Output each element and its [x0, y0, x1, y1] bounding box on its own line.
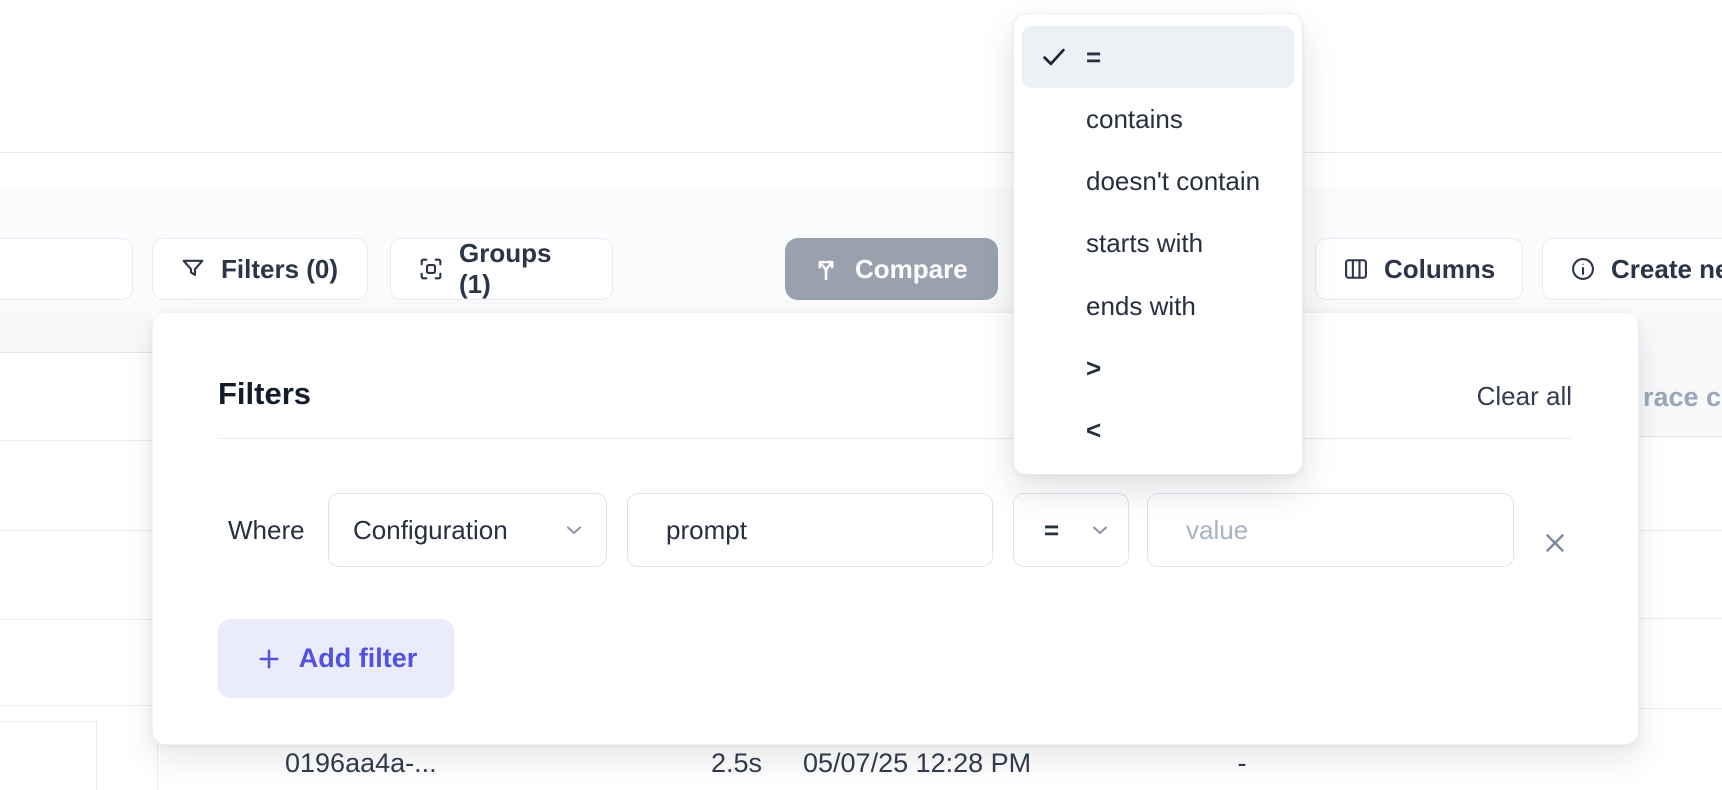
table-column-divider [96, 721, 97, 790]
add-filter-label: Add filter [298, 643, 418, 673]
columns-icon [1342, 255, 1370, 283]
table-header-fragment-right [1639, 312, 1722, 437]
menu-item-label: doesn't contain [1086, 166, 1261, 197]
info-icon [1569, 255, 1597, 283]
section-divider-top [0, 152, 1722, 153]
menu-item-greater-than[interactable]: > [1022, 337, 1294, 399]
table-row-divider [0, 440, 152, 441]
compare-icon [811, 254, 841, 284]
create-button-label: Create ne [1611, 253, 1722, 284]
menu-item-starts-with[interactable]: starts with [1022, 213, 1294, 275]
close-icon [1540, 528, 1570, 558]
table-row-divider [0, 705, 152, 706]
panel-divider [218, 438, 1572, 439]
table-header-fragment-left [0, 312, 152, 353]
menu-item-label: < [1086, 415, 1102, 446]
compare-button[interactable]: Compare [785, 238, 998, 300]
table-cell-latency: 2.5s [710, 748, 762, 778]
create-button[interactable]: Create ne [1542, 238, 1722, 300]
menu-item-label: starts with [1086, 228, 1204, 259]
table-cell-timestamp: 05/07/25 12:28 PM [803, 748, 1032, 778]
menu-item-ends-with[interactable]: ends with [1022, 275, 1294, 337]
filter-field-value: Configuration [353, 514, 508, 545]
table-row-divider [1639, 708, 1722, 709]
table-column-divider [157, 745, 158, 790]
filters-panel: Filters Clear all Where Configuration = [152, 312, 1639, 745]
remove-filter-button[interactable] [1537, 525, 1573, 561]
clipped-column-header: race c [1643, 382, 1722, 412]
filters-panel-title: Filters [218, 376, 312, 411]
filter-key-input[interactable] [627, 493, 993, 567]
menu-item-label: ends with [1086, 290, 1196, 321]
groups-icon [417, 255, 445, 283]
plus-icon [255, 645, 283, 673]
menu-item-equals[interactable]: = [1022, 26, 1294, 89]
clear-all-button[interactable]: Clear all [1476, 381, 1572, 411]
chevron-down-icon [562, 518, 586, 542]
compare-button-label: Compare [855, 253, 968, 284]
columns-button-label: Columns [1384, 253, 1496, 284]
table-row-divider [0, 619, 152, 620]
where-label: Where [228, 514, 305, 545]
menu-item-label: = [1086, 41, 1102, 72]
filters-button-label: Filters (0) [221, 253, 339, 284]
groups-button[interactable]: Groups (1) [390, 238, 613, 300]
menu-item-label: > [1086, 353, 1102, 384]
menu-item-less-than[interactable]: < [1022, 400, 1294, 462]
filter-value-input[interactable] [1147, 493, 1514, 567]
filters-button[interactable]: Filters (0) [152, 238, 368, 300]
filter-operator-value: = [1044, 514, 1060, 545]
table-row-divider [1639, 530, 1722, 531]
groups-button-label: Groups (1) [459, 238, 552, 299]
table-row-divider [0, 530, 152, 531]
check-icon [1022, 42, 1086, 72]
table-cell-empty: - [1237, 748, 1247, 778]
add-filter-button[interactable]: Add filter [218, 619, 454, 698]
menu-item-doesnt-contain[interactable]: doesn't contain [1022, 151, 1294, 213]
filter-operator-select[interactable]: = [1013, 493, 1129, 567]
table-cell-trace-id[interactable]: 0196aa4a-... [285, 748, 437, 778]
filter-icon [179, 255, 207, 283]
table-row-divider [0, 721, 96, 722]
chevron-down-icon [1088, 518, 1112, 542]
filter-field-select[interactable]: Configuration [328, 493, 607, 567]
table-row-divider [1639, 618, 1722, 619]
menu-item-label: contains [1086, 103, 1183, 134]
menu-item-contains[interactable]: contains [1022, 88, 1294, 150]
columns-button[interactable]: Columns [1315, 238, 1523, 300]
operator-menu: = contains doesn't contain starts with e… [1013, 13, 1303, 475]
clipped-toolbar-button[interactable] [0, 238, 133, 300]
